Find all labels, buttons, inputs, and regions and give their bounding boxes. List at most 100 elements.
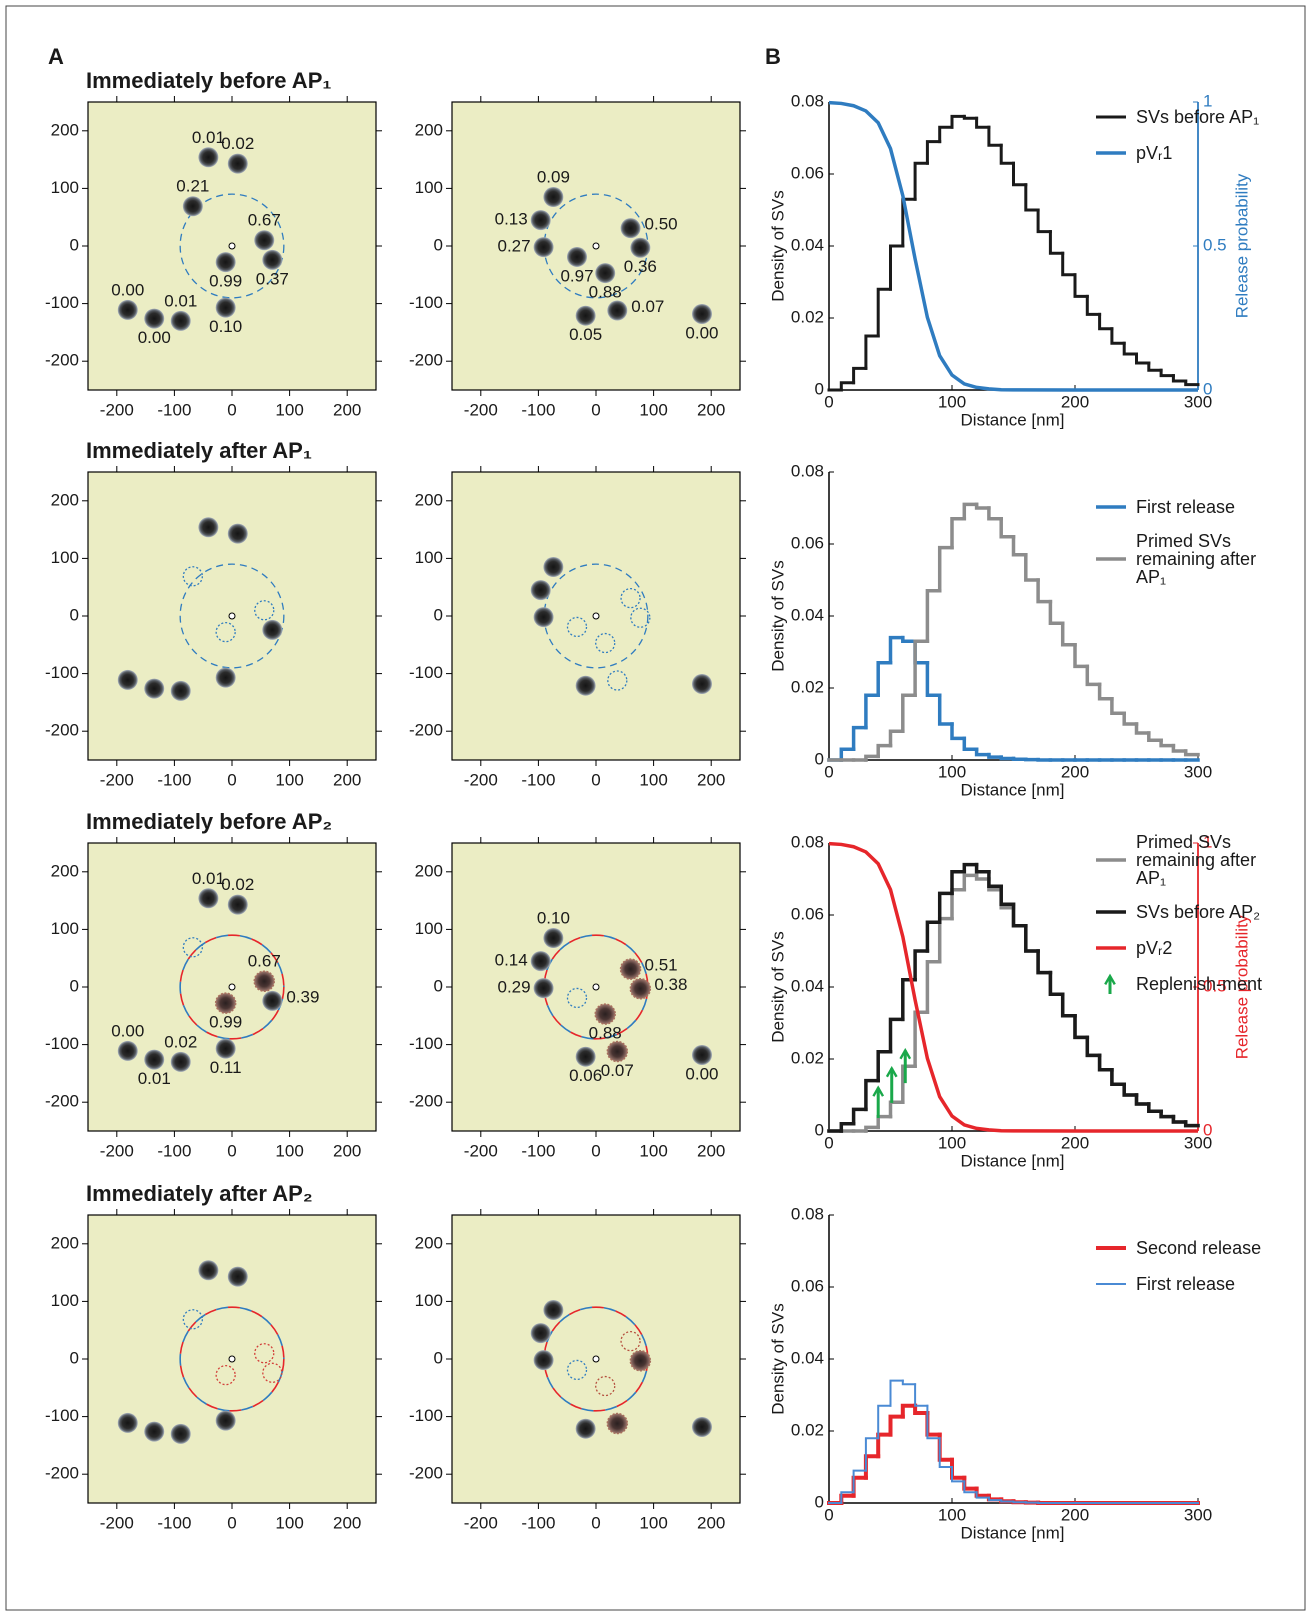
legend-label: Primed SVs remaining after AP₁ (1136, 832, 1257, 888)
x-tick-label: 0 (227, 770, 236, 789)
histogram-bin (1024, 924, 1040, 953)
vesicle (530, 580, 551, 601)
vesicle (262, 619, 283, 640)
y-tick-label: 0.08 (791, 832, 824, 851)
histogram-bin (963, 1480, 978, 1494)
released-vesicle (595, 632, 616, 654)
x-tick-label: 0 (824, 762, 833, 781)
x-axis-label: Distance [nm] (961, 1151, 1065, 1170)
released-vesicle (607, 670, 628, 691)
y-axis-label: Density of SVs (768, 560, 787, 672)
histogram-bin (975, 1491, 990, 1499)
release-probability-label: 0.88 (589, 1024, 622, 1043)
histogram-bin (1147, 1102, 1163, 1113)
y-tick-label: -200 (45, 351, 79, 370)
histogram-bin (888, 729, 905, 748)
histogram-bin (889, 1379, 904, 1407)
histogram-bin (1085, 1035, 1102, 1058)
y2-axis-label: Release probability (1232, 173, 1251, 318)
replenished-vesicle (607, 1413, 628, 1434)
x-tick-label: -200 (464, 400, 498, 419)
histogram-bin (1183, 749, 1200, 757)
histogram-bin (987, 1496, 1003, 1502)
histogram-bin (974, 747, 991, 757)
histogram-bin (1159, 738, 1176, 748)
histogram-bin (1085, 294, 1102, 316)
histogram-bin (962, 862, 979, 874)
release-probability-label: 0.05 (569, 325, 602, 344)
x-tick-label: -100 (157, 1141, 191, 1160)
legend: Second release First release (1092, 1237, 1264, 1309)
release-probability-label: 0.01 (138, 1069, 171, 1088)
y-tick-label: -200 (409, 1092, 443, 1111)
x-tick-label: -100 (521, 1141, 555, 1160)
x-tick-label: 200 (697, 1513, 725, 1532)
vesicle (691, 1416, 712, 1437)
y-tick-label: -100 (409, 293, 443, 312)
center-marker (592, 1355, 600, 1363)
vesicle (533, 978, 554, 999)
y-tick-label: -100 (45, 663, 79, 682)
legend: SVs before AP₁ pVᵣ1 (1092, 106, 1264, 178)
histogram-bin (1048, 230, 1065, 255)
x-tick-label: 200 (333, 1513, 361, 1532)
histogram-bin (1060, 992, 1077, 1018)
vesicle (575, 675, 596, 696)
y-tick-label: 0.04 (791, 235, 824, 254)
histogram-bin (1147, 731, 1163, 742)
histogram-bin (987, 870, 1003, 888)
legend-swatch (1104, 973, 1116, 994)
vesicle (215, 667, 236, 688)
release-probability-label: 0.10 (209, 317, 242, 336)
release-probability-label: 0.29 (497, 978, 530, 997)
histogram-bin (863, 1454, 881, 1480)
histogram-bin (1011, 535, 1028, 557)
legend-label: SVs before AP₁ (1136, 107, 1260, 127)
histogram-bin (962, 736, 979, 751)
y2-tick-label: 1 (1203, 91, 1212, 110)
y-tick-label: 0 (70, 605, 79, 624)
vesicle (144, 1421, 165, 1442)
histogram-bin (926, 1404, 941, 1440)
row-title: Immediately before AP₂ (86, 809, 332, 834)
histogram-bin (1110, 1068, 1126, 1086)
x-tick-label: -100 (157, 1513, 191, 1532)
y-tick-label: 200 (415, 490, 443, 509)
center-marker (228, 983, 236, 991)
histogram-bin (1073, 643, 1090, 669)
vesicle (227, 153, 248, 174)
legend-label: First release (1136, 497, 1236, 517)
histogram-bin (901, 635, 917, 643)
y-tick-label: 0 (70, 235, 79, 254)
histogram-bin (864, 1125, 880, 1133)
x-tick-label: -100 (521, 770, 555, 789)
release-probability-label: 0.37 (256, 269, 289, 288)
release-probability-label: 0.50 (645, 215, 678, 234)
histogram-bin (1000, 1499, 1015, 1503)
release-radius (179, 1306, 285, 1412)
legend-swatch (1096, 1283, 1126, 1285)
histogram-bin (925, 140, 942, 165)
histogram-bin (901, 1379, 917, 1386)
replenished-ring (214, 992, 237, 1014)
x-tick-label: 200 (697, 1141, 725, 1160)
histogram-bin (1036, 949, 1053, 975)
vesicle (170, 1423, 191, 1444)
vesicle (170, 680, 191, 701)
vesicle (227, 523, 248, 544)
x-tick-label: 0 (824, 1133, 833, 1152)
histogram-bin (1159, 1109, 1176, 1119)
legend-entry: Primed SVs remaining after AP₁ (1092, 532, 1264, 586)
x-tick-label: -200 (464, 770, 498, 789)
y-tick-label: 0.04 (791, 605, 824, 624)
vesicle (566, 246, 587, 267)
x-tick-label: 100 (275, 1141, 303, 1160)
y-tick-label: 0.02 (791, 677, 824, 696)
panel-label: A (48, 44, 64, 69)
vesicle (215, 1410, 236, 1431)
legend-entry: SVs before AP₁ (1092, 106, 1264, 128)
vesicle (630, 237, 651, 258)
histogram-bin (937, 891, 954, 924)
vesicle (691, 303, 712, 324)
x-tick-label: 0 (591, 1141, 600, 1160)
